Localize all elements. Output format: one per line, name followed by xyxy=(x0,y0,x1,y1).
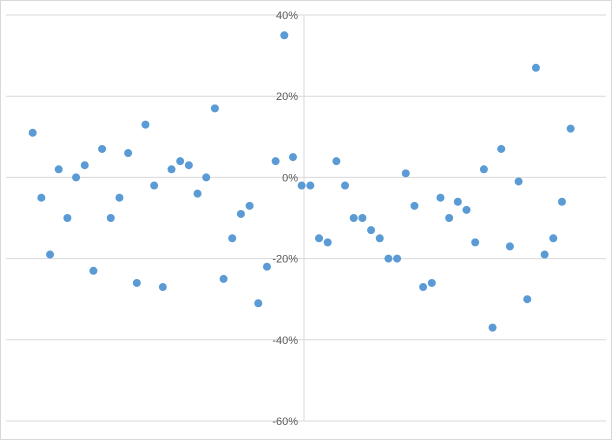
data-point xyxy=(80,161,89,170)
data-point xyxy=(410,201,419,210)
data-point xyxy=(514,177,523,186)
data-point xyxy=(288,153,297,162)
data-point xyxy=(306,181,315,190)
data-point xyxy=(358,214,367,222)
data-point xyxy=(384,254,393,263)
y-tick-label: 40% xyxy=(276,10,298,22)
data-point xyxy=(219,274,228,283)
data-point xyxy=(280,31,289,40)
data-point xyxy=(566,124,575,133)
data-point xyxy=(63,214,72,222)
data-point xyxy=(367,226,376,235)
data-point xyxy=(419,283,428,292)
data-point xyxy=(167,165,176,174)
data-point xyxy=(445,214,454,222)
data-point xyxy=(497,144,506,153)
data-point xyxy=(323,238,332,247)
gridlines xyxy=(6,14,606,422)
data-point xyxy=(124,149,133,158)
y-tick-label: 0% xyxy=(282,172,298,184)
data-point xyxy=(471,238,480,247)
data-point xyxy=(557,197,566,206)
data-point xyxy=(89,266,98,275)
data-point xyxy=(488,323,497,332)
data-point xyxy=(158,283,167,292)
data-point xyxy=(184,161,193,170)
data-point xyxy=(28,128,37,137)
data-point xyxy=(236,209,245,218)
data-point xyxy=(150,181,159,190)
data-point xyxy=(436,193,445,202)
y-tick-label: -60% xyxy=(272,416,298,428)
data-point xyxy=(479,165,488,174)
data-point xyxy=(115,193,124,202)
y-tick-labels: 40% 20% 0% -20% -40% -60% xyxy=(272,10,298,428)
data-point xyxy=(453,197,462,206)
data-point xyxy=(531,63,540,72)
data-point xyxy=(549,234,558,243)
data-point xyxy=(523,295,532,304)
data-point xyxy=(37,193,46,202)
data-point xyxy=(106,214,115,222)
data-point xyxy=(271,157,280,166)
data-point xyxy=(98,144,107,153)
data-point xyxy=(132,278,141,287)
data-point xyxy=(401,169,410,178)
data-points xyxy=(28,31,575,332)
data-point xyxy=(228,234,237,243)
data-point xyxy=(332,157,341,166)
y-tick-label: 20% xyxy=(276,91,298,103)
data-point xyxy=(176,157,185,166)
data-point xyxy=(54,165,63,174)
data-point xyxy=(375,234,384,243)
data-point xyxy=(46,250,55,259)
data-point xyxy=(193,189,202,198)
data-point xyxy=(245,201,254,210)
data-point xyxy=(202,173,211,182)
data-point xyxy=(254,299,263,308)
data-point xyxy=(505,242,514,251)
data-point xyxy=(462,205,471,214)
data-point xyxy=(297,181,306,190)
data-point xyxy=(210,104,219,113)
data-point xyxy=(427,278,436,287)
data-point xyxy=(349,214,358,222)
y-tick-label: -20% xyxy=(272,254,298,266)
data-point xyxy=(141,120,150,129)
data-point xyxy=(341,181,350,190)
data-point xyxy=(540,250,549,259)
data-point xyxy=(315,234,324,243)
y-tick-label: -40% xyxy=(272,335,298,347)
data-point xyxy=(72,173,81,182)
data-point xyxy=(393,254,402,263)
data-point xyxy=(262,262,271,271)
